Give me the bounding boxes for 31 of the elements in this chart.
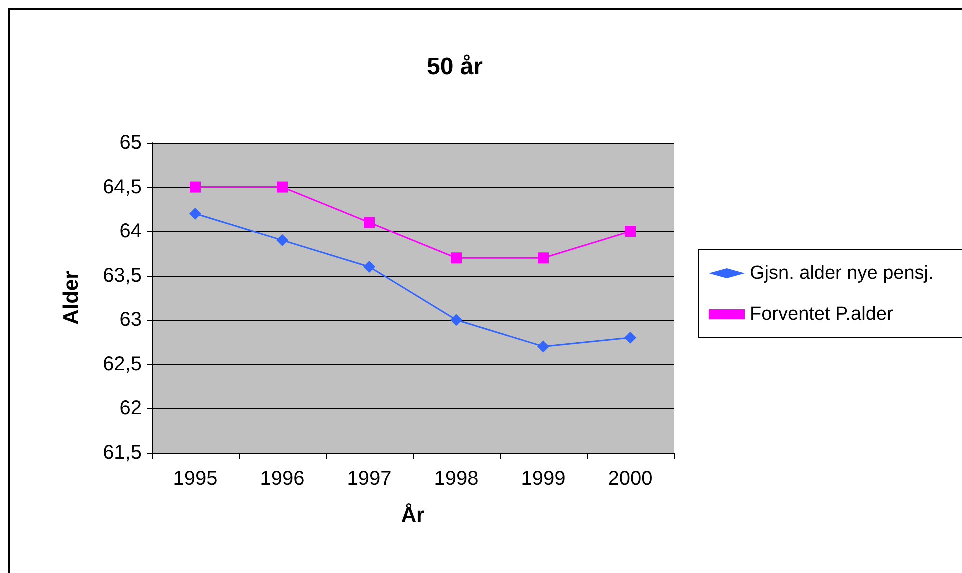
point <box>538 340 550 353</box>
x-tick-label: 1999 <box>521 468 566 490</box>
point <box>538 252 549 264</box>
y-axis-title: Alder <box>60 271 83 325</box>
y-tick-label: 62,5 <box>103 353 142 376</box>
point <box>277 182 288 193</box>
point <box>276 234 288 246</box>
point <box>451 252 462 264</box>
legend-label: Gjsn. alder nye pensj. <box>750 263 934 284</box>
y-tick-label: 65 <box>120 132 142 154</box>
point <box>624 332 636 344</box>
y-tick-label: 63 <box>120 309 142 332</box>
x-axis-title: År <box>401 503 425 527</box>
y-tick-label: 61,5 <box>103 442 142 464</box>
point <box>625 226 636 238</box>
y-tick-label: 64 <box>120 220 142 243</box>
point <box>364 217 375 228</box>
y-tick-label: 62 <box>120 398 142 420</box>
chart-title: 50 år <box>426 54 484 80</box>
x-tick-label: 2000 <box>608 468 653 490</box>
x-tick-label: 1995 <box>173 468 218 490</box>
point <box>364 261 376 273</box>
point <box>190 208 202 220</box>
legend-label: Forventet P.alder <box>750 304 894 325</box>
y-tick-label: 64,5 <box>103 176 142 198</box>
point <box>190 182 201 193</box>
y-tick-label: 63,5 <box>103 264 142 287</box>
x-tick-label: 1998 <box>434 468 479 490</box>
point <box>450 314 462 326</box>
x-tick-label: 1997 <box>347 468 392 490</box>
x-tick-label: 1996 <box>260 468 305 490</box>
